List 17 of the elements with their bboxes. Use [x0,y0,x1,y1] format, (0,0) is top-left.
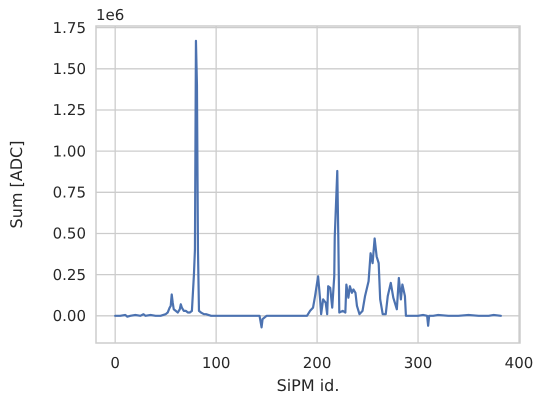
x-tick-label: 300 [404,354,432,372]
y-tick-label: 1.25 [52,101,86,120]
x-tick-label: 200 [302,354,332,372]
y-tick-label: 0.00 [52,307,86,326]
line-series [114,40,502,328]
y-tick-label: 1.75 [52,18,86,37]
x-tick-label: 100 [202,354,230,372]
text: 1e6 [96,6,124,24]
x-tick-label: 0 [110,354,120,372]
y-tick-label: 0.50 [52,224,86,243]
y-tick-label: 1.00 [52,142,86,160]
y-tick-label: 0.75 [52,184,86,202]
y-axis-title: Sum [ADC] [7,140,26,228]
x-axis-title: SiPM id. [276,376,340,395]
y-tick-label: 1.50 [52,60,86,78]
x-tick-label: 400 [504,354,534,372]
y-tick-label: 0.25 [52,266,86,284]
